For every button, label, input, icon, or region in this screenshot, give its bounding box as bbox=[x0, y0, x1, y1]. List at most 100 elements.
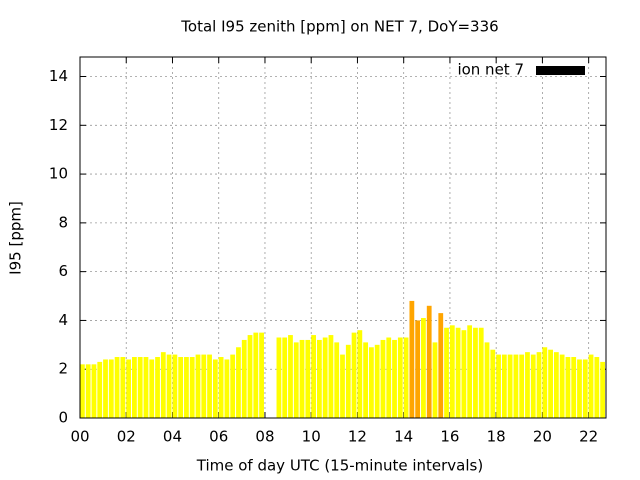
bar bbox=[484, 342, 490, 418]
bar bbox=[328, 335, 334, 418]
bar bbox=[224, 359, 230, 418]
bar bbox=[201, 354, 207, 418]
bar bbox=[195, 354, 201, 418]
bar bbox=[542, 347, 548, 418]
bar bbox=[108, 359, 114, 418]
bar bbox=[444, 327, 449, 418]
bar bbox=[340, 354, 345, 418]
bar bbox=[149, 359, 155, 418]
bar bbox=[369, 347, 374, 418]
x-tick-label: 14 bbox=[394, 428, 413, 446]
bar bbox=[490, 349, 496, 418]
bar bbox=[288, 335, 293, 418]
bar bbox=[236, 347, 241, 418]
x-tick-label: 08 bbox=[255, 428, 274, 446]
bar bbox=[184, 357, 189, 418]
bar bbox=[357, 330, 363, 418]
bar bbox=[519, 354, 525, 418]
bar bbox=[166, 354, 172, 418]
bar bbox=[230, 354, 236, 418]
bar bbox=[530, 354, 536, 418]
bar bbox=[178, 357, 184, 418]
bar bbox=[137, 357, 143, 418]
bar bbox=[559, 354, 565, 418]
bar bbox=[132, 357, 137, 418]
bar bbox=[241, 339, 247, 418]
bar bbox=[218, 357, 224, 418]
bar bbox=[259, 332, 264, 418]
bar bbox=[282, 337, 288, 418]
bar bbox=[120, 357, 126, 418]
legend-swatch bbox=[536, 66, 585, 75]
bar bbox=[501, 354, 507, 418]
x-axis-label: Time of day UTC (15-minute intervals) bbox=[196, 457, 483, 475]
bar bbox=[334, 342, 340, 418]
bar bbox=[397, 337, 403, 418]
bar bbox=[126, 359, 132, 418]
bar bbox=[455, 327, 461, 418]
bar bbox=[403, 337, 409, 418]
y-tick-label: 6 bbox=[58, 262, 68, 280]
bar bbox=[103, 359, 108, 418]
bar bbox=[207, 354, 212, 418]
bar bbox=[380, 339, 386, 418]
x-tick-label: 16 bbox=[440, 428, 459, 446]
bar bbox=[473, 327, 478, 418]
bar bbox=[461, 330, 467, 418]
bar bbox=[160, 352, 166, 418]
x-tick-label: 06 bbox=[209, 428, 228, 446]
legend-label: ion net 7 bbox=[457, 61, 524, 79]
x-tick-label: 12 bbox=[348, 428, 367, 446]
bar bbox=[507, 354, 513, 418]
bar bbox=[85, 364, 91, 418]
bar bbox=[438, 313, 444, 418]
bar bbox=[97, 361, 103, 418]
y-tick-label: 12 bbox=[49, 116, 68, 134]
bar bbox=[374, 344, 380, 418]
bar bbox=[316, 339, 322, 418]
bar bbox=[293, 342, 299, 418]
bar bbox=[449, 325, 455, 418]
y-tick-label: 2 bbox=[58, 360, 68, 378]
bar bbox=[571, 357, 577, 418]
bar bbox=[276, 337, 282, 418]
bar bbox=[548, 349, 553, 418]
x-tick-label: 22 bbox=[579, 428, 598, 446]
bar bbox=[577, 359, 582, 418]
bar bbox=[305, 339, 311, 418]
y-tick-label: 0 bbox=[58, 409, 68, 427]
bar bbox=[172, 354, 178, 418]
bar bbox=[525, 352, 530, 418]
y-axis-label: I95 [ppm] bbox=[7, 201, 25, 275]
bar bbox=[588, 354, 594, 418]
bar bbox=[496, 354, 501, 418]
bar bbox=[247, 335, 253, 418]
bar bbox=[299, 339, 305, 418]
bar bbox=[553, 352, 559, 418]
bar bbox=[345, 344, 351, 418]
bar bbox=[432, 342, 438, 418]
bar bbox=[392, 339, 397, 418]
bar bbox=[189, 357, 195, 418]
x-tick-label: 04 bbox=[163, 428, 182, 446]
y-tick-label: 10 bbox=[49, 165, 68, 183]
bar bbox=[80, 364, 85, 418]
bar bbox=[415, 320, 421, 418]
bar bbox=[513, 354, 519, 418]
bar bbox=[565, 357, 571, 418]
bar bbox=[114, 357, 120, 418]
bar bbox=[594, 357, 600, 418]
x-tick-label: 18 bbox=[487, 428, 506, 446]
bar bbox=[143, 357, 149, 418]
bar bbox=[386, 337, 392, 418]
bar bbox=[155, 357, 160, 418]
bar bbox=[600, 361, 605, 418]
bar bbox=[426, 305, 432, 418]
bar bbox=[351, 332, 357, 418]
bar bbox=[363, 342, 369, 418]
bar bbox=[467, 325, 473, 418]
chart-title: Total I95 zenith [ppm] on NET 7, DoY=336 bbox=[180, 18, 498, 36]
x-tick-label: 20 bbox=[533, 428, 552, 446]
